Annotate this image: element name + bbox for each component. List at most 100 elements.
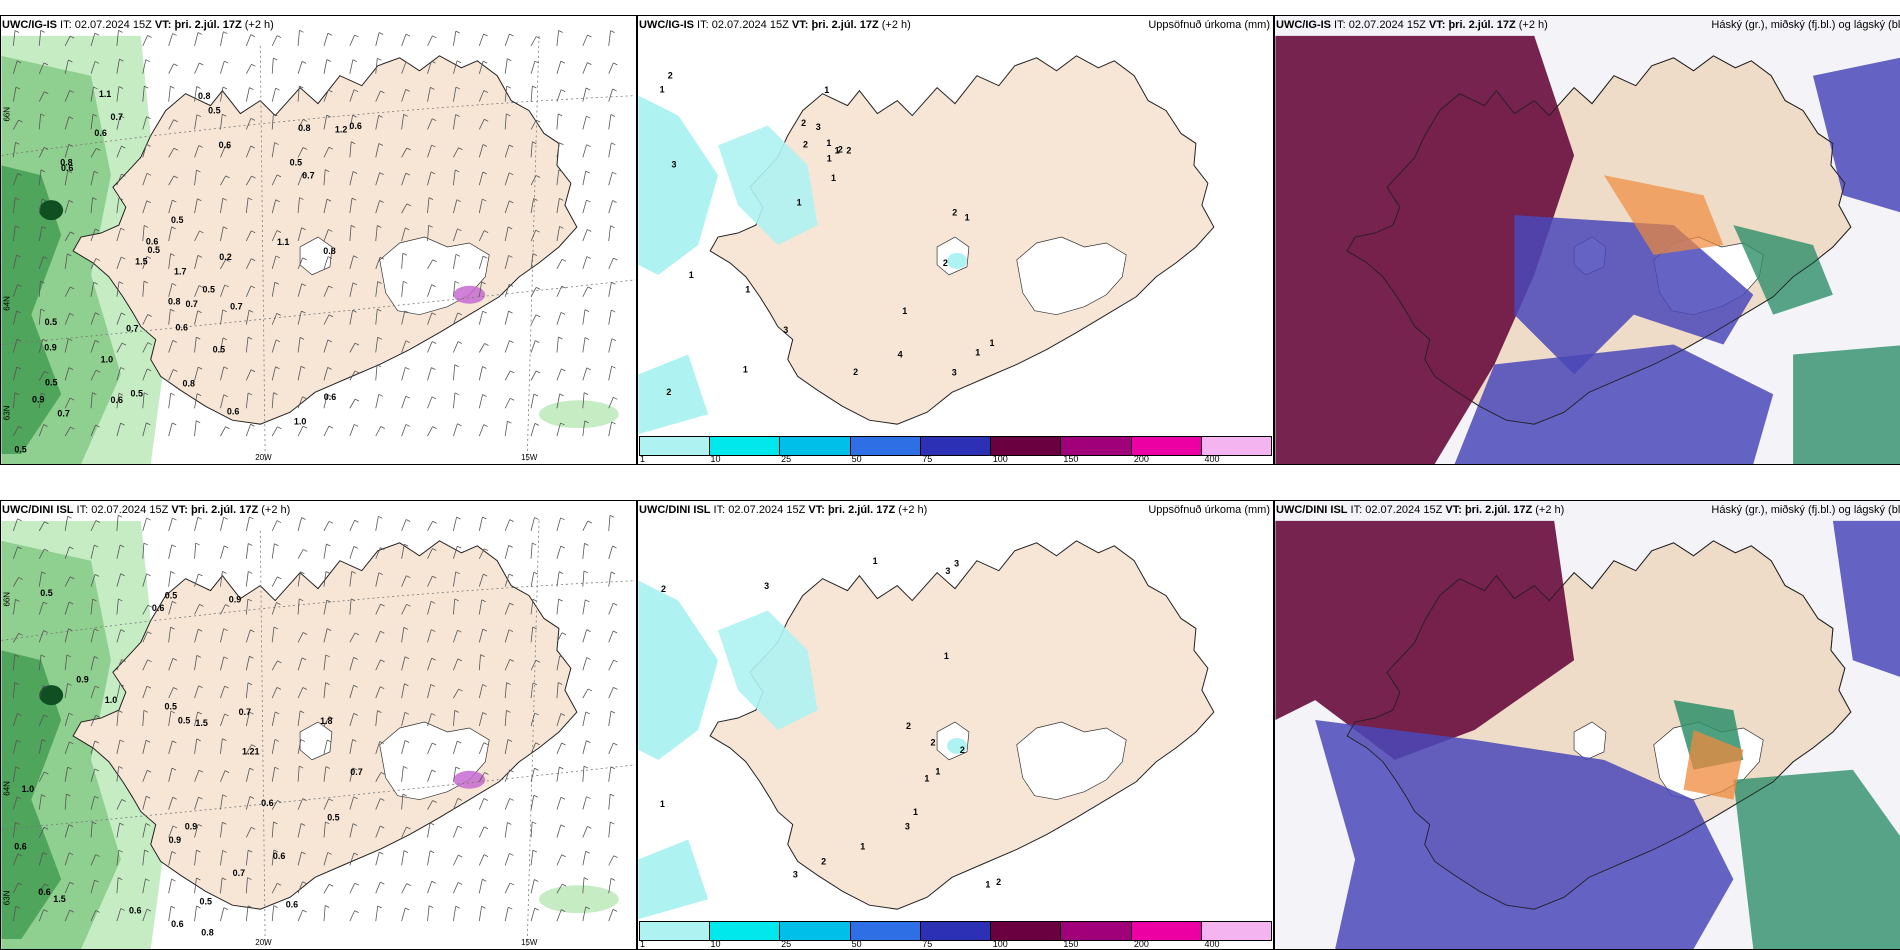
- wind-barb: [12, 197, 16, 214]
- value-label: 1: [975, 347, 980, 357]
- wind-barb-flag: [68, 852, 74, 856]
- value-label: 0.7: [302, 170, 314, 180]
- panel-cloud-bottom: UWC/DINI ISL IT: 02.07.2024 15Z VT: þri.…: [1274, 500, 1900, 950]
- wind-barb-flag: [352, 114, 357, 118]
- wind-barb-flag: [170, 308, 175, 312]
- wind-barb: [142, 281, 145, 297]
- wind-barb: [323, 716, 330, 727]
- model-label: UWC/IG-IS: [2, 19, 57, 31]
- wind-barb: [116, 228, 122, 242]
- wind-barb-flag: [559, 393, 564, 397]
- wind-barb-flag: [354, 34, 359, 38]
- wind-barb: [349, 796, 355, 810]
- wind-barb: [116, 422, 121, 437]
- wind-barb: [142, 573, 147, 587]
- lat-label-66n: 66N: [2, 592, 11, 607]
- wind-barb: [453, 254, 457, 269]
- wind-barb-flag: [119, 739, 125, 743]
- wind-barb: [194, 824, 199, 838]
- model-label: UWC/DINI ISL: [639, 504, 711, 516]
- lat-line-66n: [1, 580, 636, 641]
- wind-barb-flag: [405, 907, 410, 911]
- colorbar-swatch: [991, 922, 1062, 940]
- wind-barb: [530, 340, 536, 353]
- wind-barb: [271, 113, 274, 130]
- wind-barb: [427, 601, 432, 615]
- wind-barb: [504, 200, 510, 214]
- wind-barb-flag: [301, 517, 306, 520]
- it-value: 02.07.2024 15Z: [1365, 504, 1443, 516]
- wind-barb-flag: [560, 824, 565, 828]
- wind-barb: [453, 516, 457, 531]
- lat-line-66n: [1, 95, 636, 156]
- wind-barb: [349, 34, 355, 47]
- wind-barb: [323, 89, 329, 102]
- wind-barb: [478, 712, 484, 727]
- wind-barb-flag: [380, 426, 385, 429]
- wind-barb-flag: [532, 598, 538, 602]
- wind-barb: [323, 521, 330, 532]
- wind-barb-flag: [536, 287, 541, 290]
- value-label: 0.5: [165, 702, 177, 712]
- wind-barb: [297, 710, 301, 727]
- wind-barb-flag: [455, 86, 461, 90]
- wind-barb-flag: [17, 713, 22, 716]
- wind-barb-flag: [69, 576, 75, 580]
- wind-barb-flag: [560, 517, 565, 521]
- precip-area-dark: [1, 165, 62, 455]
- wind-barb-flag: [586, 657, 591, 660]
- wind-barb-flag: [482, 198, 487, 202]
- cloud-low: [1793, 345, 1900, 464]
- wind-barb-flag: [92, 821, 97, 825]
- wind-barb: [349, 198, 353, 214]
- wind-barb-flag: [16, 739, 21, 743]
- wind-barb: [349, 342, 356, 353]
- wind-barb: [38, 169, 42, 186]
- wind-barb-flag: [558, 598, 563, 602]
- wind-barb-flag: [250, 285, 256, 289]
- wind-barb: [64, 367, 70, 381]
- wind-barb: [323, 339, 329, 353]
- wind-barb: [323, 600, 328, 615]
- wind-barb-flag: [534, 60, 540, 64]
- wind-barb: [38, 714, 45, 727]
- wind-barb: [375, 200, 381, 214]
- wind-barb-flag: [247, 392, 253, 396]
- wind-barb-flag: [118, 392, 124, 396]
- wind-barb: [427, 881, 433, 894]
- wind-barb-flag: [146, 116, 151, 120]
- wind-barb-flag: [96, 147, 101, 151]
- wind-barb-flag: [587, 520, 592, 524]
- wind-barb: [504, 629, 510, 643]
- wind-barb-flag: [328, 229, 333, 232]
- wind-barb-flag: [197, 823, 203, 827]
- wind-barb-flag: [509, 769, 514, 773]
- wind-barb-flag: [44, 521, 49, 525]
- wind-barb-flag: [146, 795, 151, 799]
- wind-barb-flag: [432, 548, 437, 551]
- wind-barb: [64, 793, 67, 810]
- cloud-low: [1733, 225, 1833, 315]
- wind-barb: [220, 60, 225, 74]
- wind-barb-flag: [533, 198, 538, 201]
- value-label: 0.6: [286, 900, 298, 910]
- wind-barb-flag: [560, 422, 565, 426]
- wind-barb-flag: [610, 710, 616, 714]
- wind-barb-flag: [146, 200, 151, 204]
- wind-barb: [582, 877, 585, 894]
- wind-barb-flag: [302, 173, 307, 177]
- wind-barb-flag: [406, 883, 411, 886]
- wind-barb-flag: [586, 115, 591, 119]
- wind-barb-flag: [406, 575, 411, 579]
- lon-label-20w: 20W: [255, 938, 272, 947]
- value-label: 0.5: [45, 377, 57, 387]
- wind-barb-flag: [16, 310, 21, 314]
- wind-barb-flag: [380, 603, 385, 607]
- wind-barb: [582, 392, 585, 409]
- wind-barb-flag: [586, 144, 591, 148]
- wind-barb: [116, 766, 120, 782]
- wind-barb: [220, 713, 225, 727]
- wind-barb: [375, 905, 379, 922]
- wind-barb: [349, 598, 352, 615]
